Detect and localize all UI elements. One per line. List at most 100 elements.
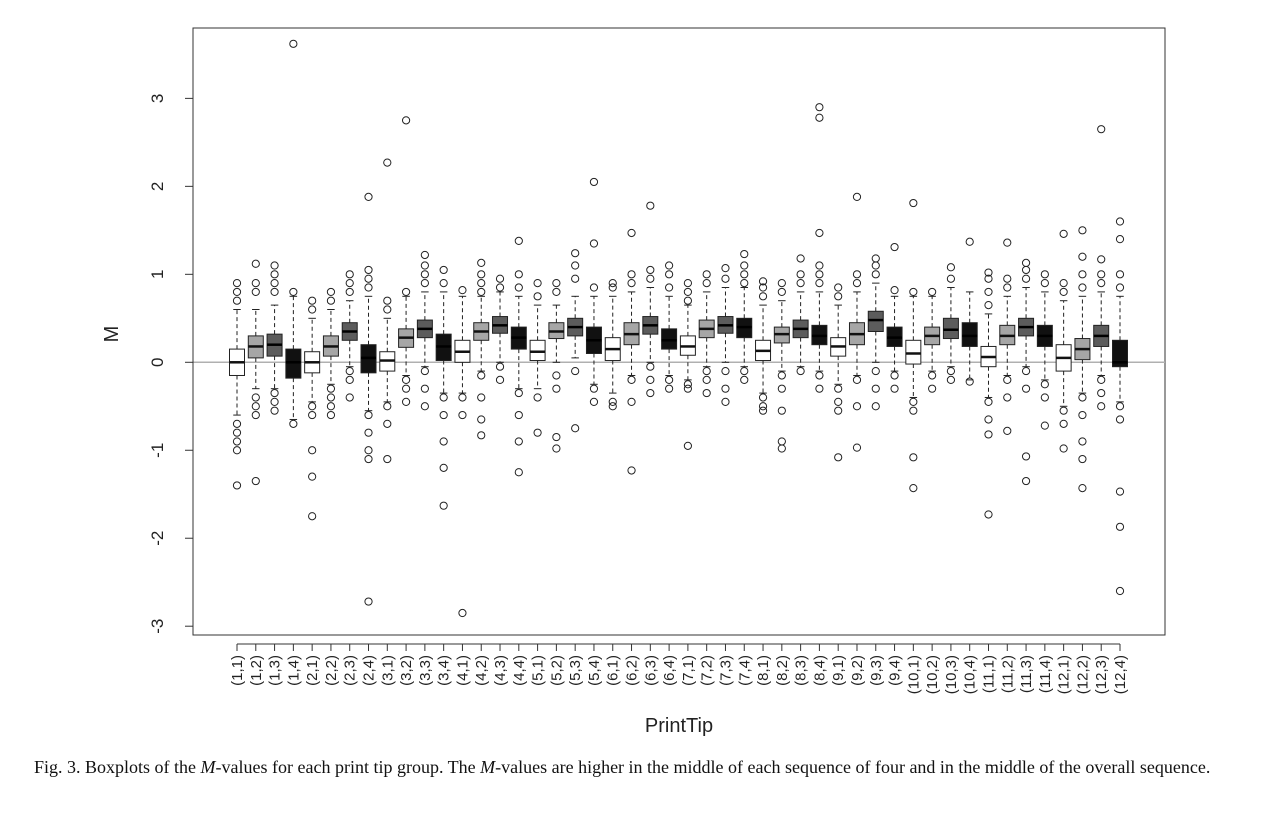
box-(3,4) bbox=[435, 265, 452, 510]
outlier-point bbox=[665, 270, 674, 279]
outlier-point bbox=[345, 287, 354, 297]
outlier-point bbox=[871, 384, 880, 393]
box-(4,2) bbox=[473, 258, 490, 440]
outlier-point bbox=[1115, 283, 1125, 292]
x-tick-label: (8,3) bbox=[793, 655, 810, 686]
outlier-point bbox=[683, 296, 692, 305]
outlier-point bbox=[514, 236, 523, 245]
box-(4,3) bbox=[492, 274, 509, 384]
outlier-point bbox=[1021, 452, 1031, 461]
outlier-point bbox=[1115, 415, 1125, 424]
outlier-point bbox=[364, 192, 373, 202]
outlier-point bbox=[777, 279, 786, 288]
box-(10,3) bbox=[942, 263, 959, 384]
outlier-point bbox=[533, 292, 542, 301]
outlier-point bbox=[439, 393, 448, 402]
outlier-point bbox=[308, 446, 317, 455]
outlier-point bbox=[251, 279, 260, 288]
outlier-point bbox=[740, 366, 749, 376]
outlier-point bbox=[589, 239, 599, 248]
x-tick-label: (12,2) bbox=[1074, 655, 1091, 694]
box-(11,3) bbox=[1018, 258, 1035, 486]
outlier-point bbox=[1097, 279, 1106, 288]
outlier-point bbox=[270, 287, 279, 297]
x-tick-label: (3,4) bbox=[436, 655, 453, 686]
x-tick-label: (12,1) bbox=[1056, 655, 1073, 694]
x-tick-label: (7,4) bbox=[736, 655, 753, 686]
box-(5,3) bbox=[567, 249, 584, 433]
box-(3,1) bbox=[379, 158, 396, 464]
outlier-point bbox=[1097, 270, 1106, 279]
outlier-point bbox=[815, 113, 824, 122]
outlier-point bbox=[326, 296, 336, 305]
boxes-layer bbox=[229, 39, 1128, 618]
outlier-point bbox=[834, 406, 843, 415]
outlier-point bbox=[439, 279, 448, 288]
outlier-point bbox=[683, 279, 692, 288]
outlier-point bbox=[815, 279, 824, 288]
x-tick-label: (11,3) bbox=[1018, 655, 1035, 693]
outlier-point bbox=[1003, 238, 1012, 247]
outlier-point bbox=[965, 377, 974, 386]
outlier-point bbox=[871, 402, 880, 411]
outlier-point bbox=[1059, 406, 1068, 415]
box-(3,2) bbox=[398, 116, 415, 406]
x-tick-label: (11,1) bbox=[980, 655, 997, 693]
box-(8,1) bbox=[755, 277, 772, 415]
x-tick-label: (1,2) bbox=[248, 655, 265, 686]
outlier-point bbox=[646, 362, 655, 371]
outlier-point bbox=[383, 305, 392, 314]
outlier-point bbox=[758, 283, 768, 292]
outlier-point bbox=[852, 270, 862, 279]
outlier-point bbox=[1021, 476, 1031, 486]
outlier-point bbox=[477, 393, 486, 402]
x-tick-label: (11,4) bbox=[1037, 655, 1054, 693]
x-tick-label: (10,4) bbox=[962, 655, 979, 694]
iqr-box bbox=[942, 317, 959, 340]
outlier-point bbox=[1003, 283, 1012, 292]
outlier-point bbox=[852, 402, 862, 411]
outlier-point bbox=[458, 410, 467, 420]
x-tick-label: (4,3) bbox=[492, 655, 509, 686]
outlier-point bbox=[758, 393, 768, 402]
outlier-point bbox=[552, 384, 561, 393]
box-(6,1) bbox=[604, 279, 621, 411]
outlier-point bbox=[1097, 255, 1106, 264]
outlier-point bbox=[796, 279, 805, 288]
outlier-point bbox=[777, 406, 786, 415]
outlier-point bbox=[721, 397, 730, 406]
outlier-point bbox=[909, 198, 918, 208]
outlier-point bbox=[458, 393, 467, 402]
outlier-point bbox=[420, 279, 429, 288]
outlier-point bbox=[514, 270, 523, 279]
outlier-point bbox=[477, 270, 486, 279]
outlier-point bbox=[909, 453, 918, 462]
outlier-point bbox=[477, 415, 486, 424]
outlier-point bbox=[1040, 393, 1049, 402]
iqr-box bbox=[1112, 339, 1128, 368]
x-tick-label: (4,1) bbox=[454, 655, 471, 686]
outlier-point bbox=[289, 419, 298, 428]
x-tick-label: (4,2) bbox=[473, 655, 490, 686]
outlier-point bbox=[232, 287, 242, 297]
outlier-point bbox=[815, 371, 824, 380]
x-axis-label: PrintTip bbox=[645, 715, 713, 737]
outlier-point bbox=[326, 393, 336, 402]
outlier-point bbox=[232, 419, 242, 428]
outlier-point bbox=[815, 261, 824, 270]
x-tick-label: (6,3) bbox=[642, 655, 659, 686]
outlier-point bbox=[871, 254, 880, 263]
outlier-point bbox=[1115, 270, 1125, 279]
y-tick-label: -3 bbox=[148, 619, 167, 634]
outlier-point bbox=[326, 384, 336, 393]
outlier-point bbox=[1021, 384, 1031, 393]
outlier-point bbox=[665, 384, 674, 393]
outlier-point bbox=[364, 265, 373, 275]
x-tick-label: (6,4) bbox=[661, 655, 678, 686]
outlier-point bbox=[420, 261, 429, 270]
iqr-box bbox=[661, 328, 678, 350]
outlier-point bbox=[552, 287, 561, 297]
outlier-point bbox=[420, 384, 429, 393]
outlier-point bbox=[608, 397, 617, 406]
x-tick-label: (1,3) bbox=[267, 655, 284, 686]
